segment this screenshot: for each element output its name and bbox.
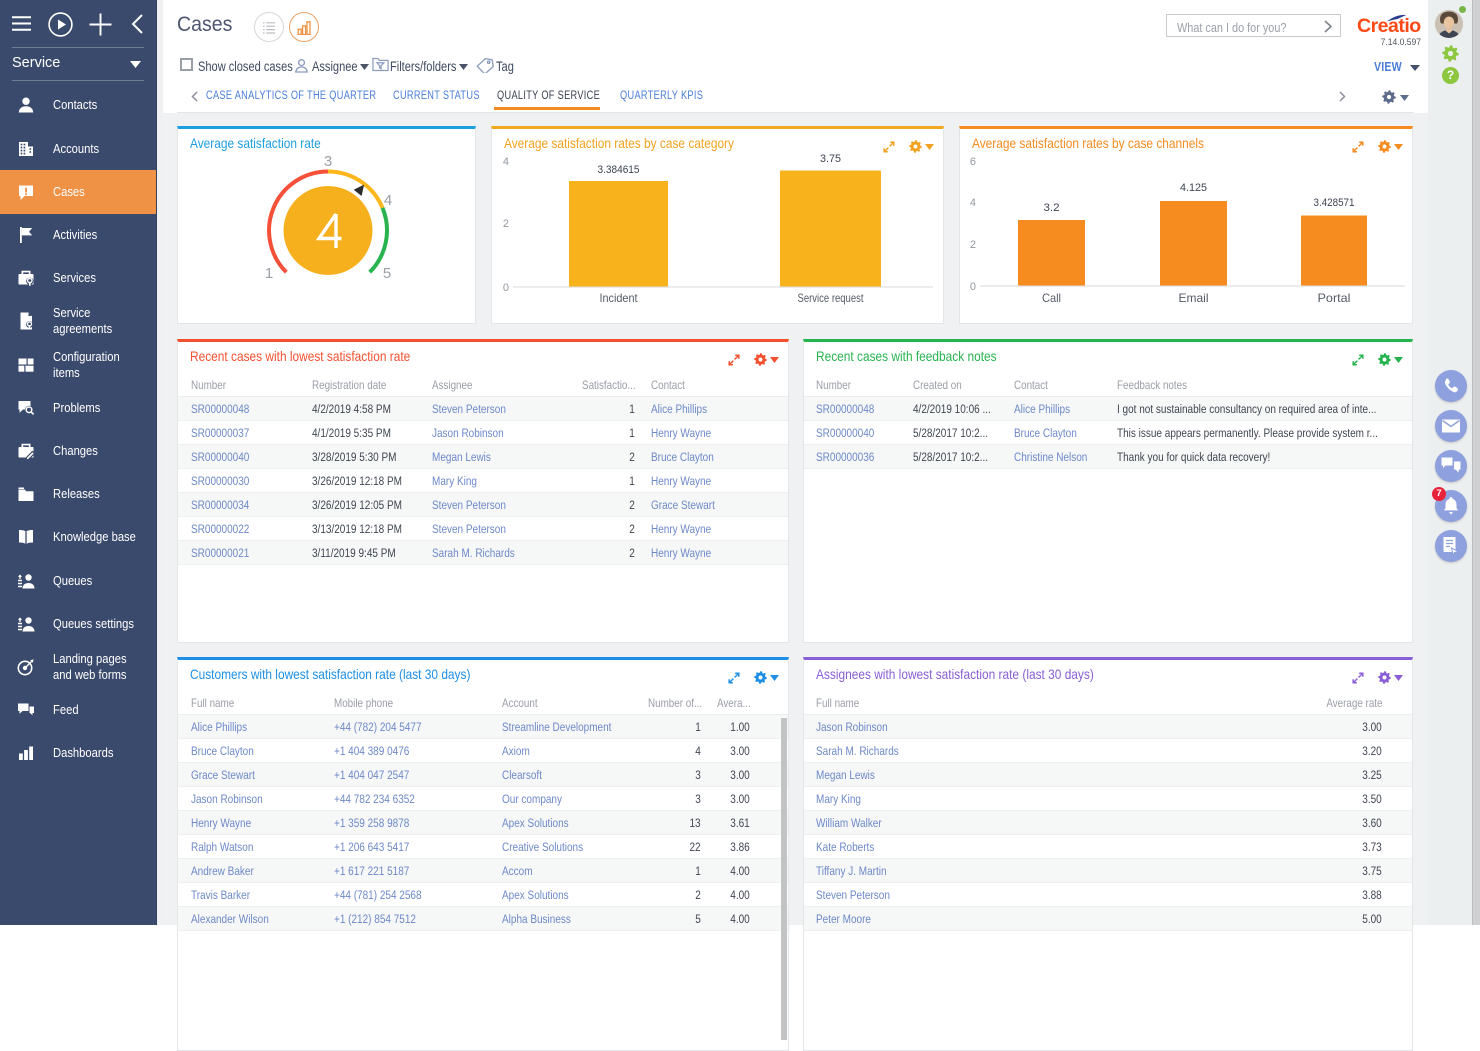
- svg-text:4.125: 4.125: [1180, 182, 1207, 194]
- svg-text:Portal: Portal: [1318, 291, 1351, 305]
- svg-text:3: 3: [324, 153, 332, 170]
- svg-text:6: 6: [970, 156, 976, 168]
- svg-text:Call: Call: [1042, 291, 1061, 305]
- svg-text:Service request: Service request: [798, 291, 865, 305]
- svg-text:4: 4: [503, 156, 509, 168]
- svg-text:4: 4: [384, 192, 392, 209]
- svg-text:3.384615: 3.384615: [598, 164, 640, 176]
- svg-text:0: 0: [503, 282, 509, 294]
- svg-text:1: 1: [265, 265, 273, 282]
- svg-text:3.428571: 3.428571: [1314, 197, 1355, 209]
- svg-text:0: 0: [970, 281, 976, 293]
- svg-text:4: 4: [970, 197, 976, 209]
- svg-text:2: 2: [970, 239, 976, 251]
- svg-text:2: 2: [503, 218, 509, 230]
- svg-text:3.2: 3.2: [1044, 202, 1060, 214]
- svg-text:Incident: Incident: [600, 291, 639, 305]
- svg-text:3.75: 3.75: [820, 153, 841, 165]
- svg-text:5: 5: [383, 265, 391, 282]
- svg-text:Creatio: Creatio: [1357, 15, 1421, 37]
- svg-text:Email: Email: [1179, 291, 1209, 305]
